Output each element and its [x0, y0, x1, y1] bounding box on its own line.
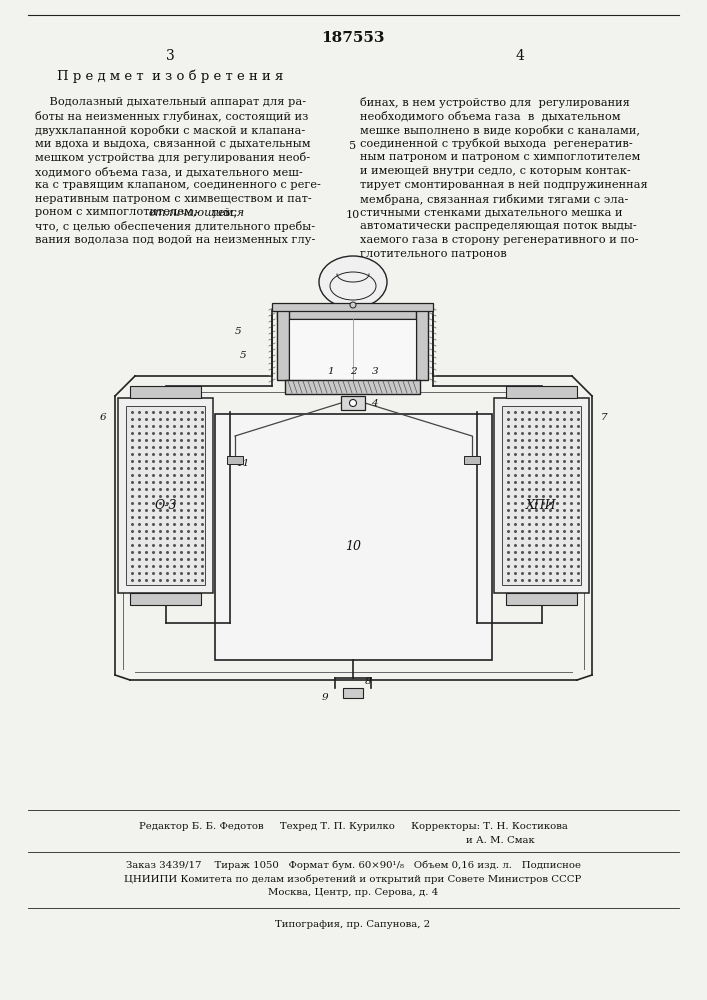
- Text: 8: 8: [365, 678, 372, 686]
- Text: Редактор Б. Б. Федотов     Техред Т. П. Курилко     Корректоры: Т. Н. Костикова: Редактор Б. Б. Федотов Техред Т. П. Кури…: [139, 822, 568, 831]
- Bar: [506, 593, 577, 605]
- Text: Заказ 3439/17    Тираж 1050   Формат бум. 60×90¹/₈   Объем 0,16 изд. л.   Подпис: Заказ 3439/17 Тираж 1050 Формат бум. 60×…: [126, 860, 580, 869]
- Bar: [285, 380, 420, 394]
- Text: 6: 6: [100, 414, 106, 422]
- Text: хаемого газа в сторону регенеративного и по-: хаемого газа в сторону регенеративного и…: [360, 235, 638, 245]
- Text: что, с целью обеспечения длительного пребы-: что, с целью обеспечения длительного пре…: [35, 221, 315, 232]
- Text: стичными стенками дыхательного мешка и: стичными стенками дыхательного мешка и: [360, 207, 622, 217]
- Text: и имеющей внутри седло, с которым контак-: и имеющей внутри седло, с которым контак…: [360, 166, 631, 176]
- Bar: [506, 386, 577, 398]
- Text: двухклапанной коробки с маской и клапана-: двухклапанной коробки с маской и клапана…: [35, 125, 305, 136]
- Text: отличающийся: отличающийся: [148, 207, 245, 218]
- Bar: [341, 396, 365, 410]
- Bar: [343, 688, 363, 698]
- Circle shape: [350, 302, 356, 308]
- Bar: [227, 456, 243, 464]
- Bar: [277, 307, 428, 319]
- Text: ЦНИИПИ Комитета по делам изобретений и открытий при Совете Министров СССР: ЦНИИПИ Комитета по делам изобретений и о…: [124, 874, 582, 884]
- Text: 10: 10: [345, 540, 361, 554]
- Text: мешке выполнено в виде коробки с каналами,: мешке выполнено в виде коробки с каналам…: [360, 125, 640, 136]
- Text: П р е д м е т  и з о б р е т е н и я: П р е д м е т и з о б р е т е н и я: [57, 69, 284, 83]
- Text: вания водолаза под водой на неизменных глу-: вания водолаза под водой на неизменных г…: [35, 235, 315, 245]
- Text: Водолазный дыхательный аппарат для ра-: Водолазный дыхательный аппарат для ра-: [35, 97, 306, 107]
- Text: 10: 10: [346, 210, 360, 220]
- Text: 7: 7: [601, 414, 607, 422]
- Text: соединенной с трубкой выхода  регенератив-: соединенной с трубкой выхода регенератив…: [360, 138, 633, 149]
- Text: автоматически распределяющая поток выды-: автоматически распределяющая поток выды-: [360, 221, 637, 231]
- Text: 2: 2: [350, 367, 356, 376]
- Text: 5: 5: [349, 141, 356, 151]
- Bar: [416, 307, 428, 380]
- Bar: [215, 414, 492, 660]
- Bar: [502, 406, 581, 585]
- Bar: [289, 319, 416, 380]
- Text: ка с травящим клапаном, соединенного с реге-: ка с травящим клапаном, соединенного с р…: [35, 180, 321, 190]
- Text: Москва, Центр, пр. Серова, д. 4: Москва, Центр, пр. Серова, д. 4: [268, 888, 438, 897]
- Text: необходимого объема газа  в  дыхательном: необходимого объема газа в дыхательном: [360, 111, 621, 121]
- Text: 187553: 187553: [321, 31, 385, 45]
- Ellipse shape: [330, 272, 376, 300]
- Text: 5: 5: [240, 351, 246, 360]
- Text: ми вдоха и выдоха, связанной с дыхательным: ми вдоха и выдоха, связанной с дыхательн…: [35, 138, 310, 148]
- Bar: [126, 406, 205, 585]
- Text: бинах, в нем устройство для  регулирования: бинах, в нем устройство для регулировани…: [360, 97, 630, 108]
- Bar: [464, 456, 480, 464]
- Ellipse shape: [319, 256, 387, 308]
- Text: ходимого объема газа, и дыхательного меш-: ходимого объема газа, и дыхательного меш…: [35, 166, 303, 177]
- Text: 4: 4: [371, 398, 378, 408]
- Bar: [494, 398, 589, 593]
- Text: 5: 5: [235, 328, 241, 336]
- Bar: [272, 303, 433, 311]
- Text: 3: 3: [372, 367, 378, 376]
- Text: 9: 9: [322, 694, 328, 702]
- Text: мешком устройства для регулирования необ-: мешком устройства для регулирования необ…: [35, 152, 310, 163]
- Text: ным патроном и патроном с химпоглотителем: ным патроном и патроном с химпоглотителе…: [360, 152, 641, 162]
- Circle shape: [349, 399, 356, 406]
- Text: ХПИ: ХПИ: [526, 499, 557, 512]
- Bar: [130, 593, 201, 605]
- Text: роном с химпоглотителем,: роном с химпоглотителем,: [35, 207, 200, 217]
- Text: 11: 11: [236, 460, 250, 468]
- Text: 4: 4: [515, 49, 525, 63]
- Text: 3: 3: [165, 49, 175, 63]
- Text: тирует смонтированная в ней подпружиненная: тирует смонтированная в ней подпружиненн…: [360, 180, 648, 190]
- Text: глотительного патронов: глотительного патронов: [360, 249, 507, 259]
- Text: тем,: тем,: [208, 207, 237, 217]
- Text: и А. М. Смак: и А. М. Смак: [466, 836, 534, 845]
- Bar: [130, 386, 201, 398]
- Bar: [277, 307, 289, 380]
- Text: неративным патроном с химвеществом и пат-: неративным патроном с химвеществом и пат…: [35, 194, 312, 204]
- Text: боты на неизменных глубинах, состоящий из: боты на неизменных глубинах, состоящий и…: [35, 111, 308, 122]
- Text: Типография, пр. Сапунова, 2: Типография, пр. Сапунова, 2: [276, 920, 431, 929]
- Text: 1: 1: [327, 367, 334, 376]
- Bar: [118, 398, 213, 593]
- Text: О-3: О-3: [154, 499, 177, 512]
- Text: мембрана, связанная гибкими тягами с эла-: мембрана, связанная гибкими тягами с эла…: [360, 194, 629, 205]
